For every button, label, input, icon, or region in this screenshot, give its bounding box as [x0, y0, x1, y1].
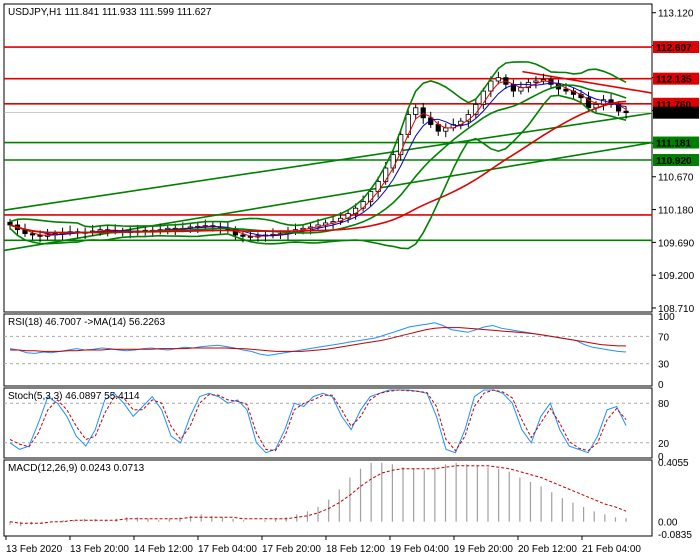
candle-body — [473, 104, 479, 115]
price-level-label: 112.135 — [656, 75, 692, 86]
price-level-tag — [653, 154, 699, 167]
panel-frame-2 — [3, 387, 653, 459]
candle-body — [615, 104, 622, 112]
panel-frame-3 — [3, 459, 653, 537]
price-y-tick-label: 109.200 — [658, 271, 695, 282]
indicator-y-tick-label: 20 — [658, 439, 670, 450]
ma-long-line — [9, 100, 627, 234]
candle-body — [413, 107, 419, 115]
ma-slow-line — [9, 84, 627, 234]
x-tick-label: 17 Feb 04:00 — [198, 544, 257, 555]
x-tick-label: 17 Feb 20:00 — [262, 544, 321, 555]
indicator-y-tick-label: 70 — [658, 332, 670, 343]
candle-body — [563, 88, 569, 92]
x-tick-label: 19 Feb 04:00 — [390, 544, 449, 555]
price-level-label: 110.920 — [656, 156, 692, 167]
candle-body — [495, 77, 501, 82]
x-tick-label: 13 Feb 20:00 — [70, 544, 129, 555]
candle-body — [480, 90, 486, 105]
indicator-y-tick-label: 0 — [658, 380, 664, 391]
candle-body — [29, 233, 36, 236]
candle-body — [623, 110, 629, 114]
candle-body — [232, 229, 238, 236]
x-tick-label: 18 Feb 12:00 — [326, 544, 385, 555]
price-y-tick-label: 108.710 — [658, 304, 695, 315]
candle-body — [398, 134, 404, 156]
macd-y-tick-label: -0.0835 — [658, 530, 692, 541]
bollinger-upper-line — [9, 61, 627, 228]
x-tick-label: 20 Feb 12:00 — [518, 544, 577, 555]
panel-frame-0 — [3, 3, 653, 313]
price-level-tag — [653, 41, 699, 54]
ma-fast-line — [9, 80, 627, 237]
trend-line — [3, 112, 653, 212]
ma-mid-line — [9, 82, 627, 237]
price-y-tick-label: 110.180 — [658, 206, 694, 217]
macd-panel-title: MACD(12,26,9) 0.0243 0.0713 — [8, 463, 145, 474]
candle-body — [368, 191, 374, 202]
indicator-y-tick-label: 100 — [658, 312, 675, 323]
price-level-label: 112.607 — [656, 43, 692, 54]
macd-y-tick-label: 0.00 — [658, 518, 678, 529]
macd-y-tick-label: 0.4055 — [658, 458, 689, 469]
price-level-label: 111.181 — [656, 139, 691, 150]
x-tick-label: 19 Feb 20:00 — [454, 544, 513, 555]
candle-body — [420, 107, 426, 119]
price-level-label: 111.627 — [656, 109, 691, 120]
candle-body — [383, 167, 389, 182]
price-level-label: 111.760 — [656, 100, 691, 111]
trend-line — [3, 141, 653, 252]
indicator-y-tick-label: 30 — [658, 360, 670, 371]
price-panel-title: USDJPY,H1 111.841 111.933 111.599 111.62… — [8, 7, 212, 18]
indicator-series-line — [10, 327, 627, 352]
candle-body — [240, 234, 246, 237]
candle-body — [585, 97, 592, 109]
indicator-panel-title: Stoch(5,3,3) 46.0897 55.4114 — [8, 391, 140, 402]
candle-body — [533, 80, 539, 83]
x-tick-label: 14 Feb 12:00 — [134, 544, 193, 555]
x-tick-label: 21 Feb 04:00 — [582, 544, 641, 555]
candle-body — [7, 221, 13, 226]
candle-body — [390, 154, 396, 169]
x-tick-label: 13 Feb 2020 — [6, 544, 63, 555]
price-y-tick-label: 110.670 — [658, 173, 694, 184]
candle-body — [488, 80, 494, 92]
bollinger-lower-line — [9, 94, 627, 250]
indicator-series-line — [9, 389, 627, 454]
macd-signal-line — [9, 465, 627, 524]
indicator-y-tick-label: 0 — [658, 452, 664, 463]
trend-line — [522, 70, 653, 94]
price-y-tick-label: 113.120 — [658, 9, 694, 20]
panel-frame-1 — [3, 313, 653, 387]
indicator-y-tick-label: 80 — [658, 399, 670, 410]
price-level-tag — [653, 136, 699, 149]
price-y-tick-label: 109.690 — [658, 238, 695, 249]
indicator-series-line — [9, 389, 627, 452]
price-level-tag — [653, 72, 699, 85]
indicator-panel-title: RSI(18) 46.7007 ->MA(14) 56.2263 — [8, 317, 165, 328]
price-level-tag — [653, 106, 699, 119]
